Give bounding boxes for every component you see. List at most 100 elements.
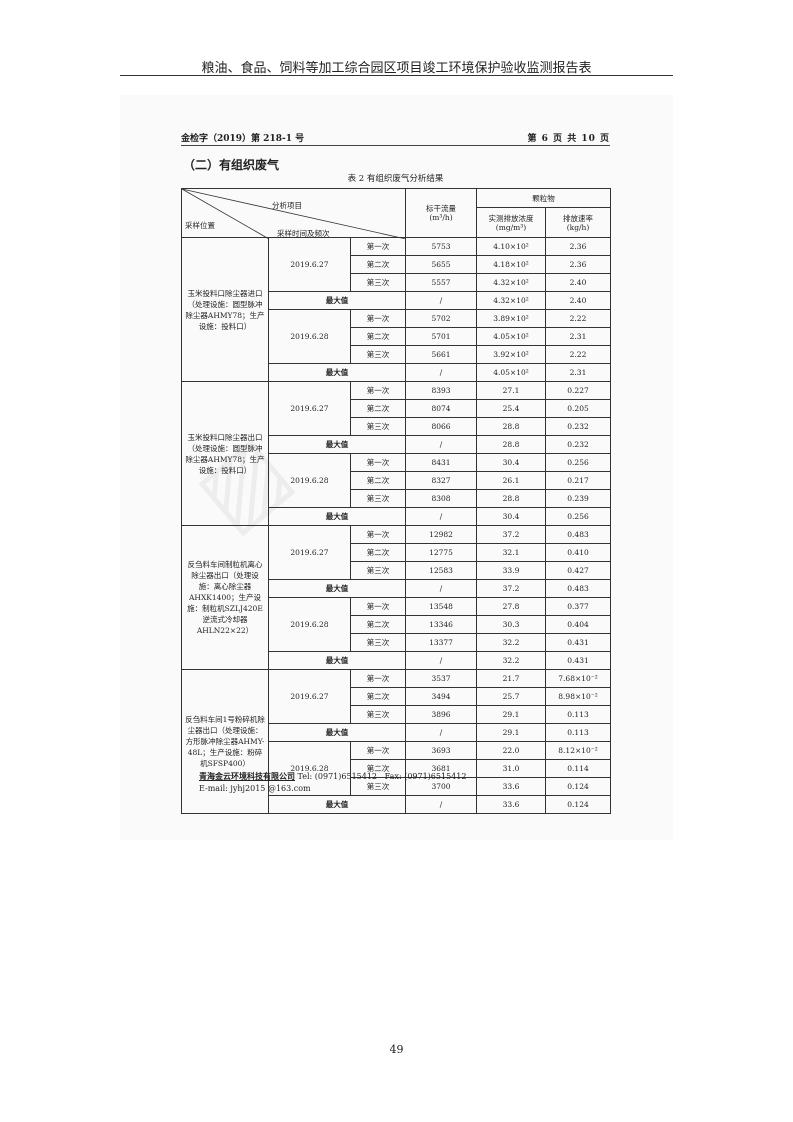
concentration-value: 4.10×10² [476,237,547,256]
page-number: 49 [389,1043,404,1056]
max-flow: / [405,579,478,598]
concentration-value: 28.8 [476,417,547,436]
sampling-count: 第二次 [349,255,407,274]
max-concentration: 4.05×10² [476,363,547,382]
rate-value: 2.22 [545,345,612,364]
max-flow: / [405,723,478,742]
flow-value: 8074 [405,399,478,418]
sampling-date: 2019.6.28 [268,453,351,508]
max-rate: 0.431 [545,651,612,670]
sampling-date: 2019.6.27 [268,669,351,724]
concentration-value: 27.8 [476,597,547,616]
concentration-value: 30.3 [476,615,547,634]
page-info: 第 6 页 共 10 页 [527,134,610,144]
max-row: 最大值/30.4 0.256 [182,507,612,526]
sampling-count: 第二次 [349,615,407,634]
telephone: Tel: (0971)6515412 [297,772,378,781]
max-flow: / [405,651,478,670]
sampling-count: 第一次 [349,669,407,688]
max-row: 最大值/4.05×10² 2.31 [182,363,612,382]
concentration-value: 4.18×10² [476,255,547,274]
table-row: 第三次 5557 4.32×10² 2.40 [182,273,612,292]
max-flow: / [405,291,478,310]
sampling-date: 2019.6.27 [268,525,351,580]
rate-value: 7.68×10⁻² [545,669,612,688]
concentration-value: 22.0 [476,741,547,760]
sampling-date: 2019.6.28 [268,597,351,652]
flow-value: 8066 [405,417,478,436]
sampling-count: 第三次 [349,345,407,364]
concentration-value: 27.1 [476,381,547,400]
sampling-count: 第一次 [349,597,407,616]
table-row: 第三次 8066 28.8 0.232 [182,417,612,436]
sampling-location: 玉米投料口除尘器出口（处理设施：圆型脉冲除尘器AHMY78；生产设施：投料口） [181,381,269,526]
flow-value: 5702 [405,309,478,328]
sampling-location-label: 采样位置 [185,221,215,230]
flow-value: 3896 [405,705,478,724]
table-row: 第二次 3494 25.7 8.98×10⁻² [182,687,612,706]
sampling-count: 第二次 [349,471,407,490]
sampling-location: 玉米投料口除尘器进口（处理设施：圆型脉冲除尘器AHMY78；生产设施：投料口） [181,237,269,382]
sampling-time-label: 采样时间及频次 [277,229,330,238]
emissions-table: 分析项目 采样位置 采样时间及频次 标干流量 (m³/h) 颗粒物 实测排放浓度(… [180,187,612,814]
table-row: 第三次 5661 3.92×10² 2.22 [182,345,612,364]
table-row: 玉米投料口除尘器出口（处理设施：圆型脉冲除尘器AHMY78；生产设施：投料口） 2… [181,381,612,526]
flow-value: 5701 [405,327,478,346]
rate-value: 0.431 [545,633,612,652]
sampling-count: 第一次 [349,453,407,472]
fax: Fax: (0971)6515412 [384,772,467,781]
table-row: 第二次 8327 26.1 0.217 [182,471,612,490]
flow-value: 13377 [405,633,478,652]
concentration-value: 33.9 [476,561,547,580]
concentration-header: 实测排放浓度 (mg/m³) [476,207,547,238]
concentration-value: 4.32×10² [476,273,547,292]
table-row: 反刍料车间1号粉碎机除尘器出口（处理设施：方形脉冲除尘器AHMY-48L；生产设… [181,669,612,814]
table-row: 第二次 8074 25.4 0.205 [182,399,612,418]
rate-value: 0.256 [545,453,612,472]
sampling-location: 反刍料车间制粒机离心除尘器出口（处理设施：离心除尘器AHXK1400；生产设施：… [181,525,269,670]
rate-value: 0.427 [545,561,612,580]
max-concentration: 33.6 [476,795,547,814]
sampling-count: 第三次 [349,417,407,436]
flow-value: 5661 [405,345,478,364]
max-flow: / [405,507,478,526]
table-row: 第三次 8308 28.8 0.239 [182,489,612,508]
document-number: 金检字（2019）第 218-1 号 [181,134,305,144]
max-concentration: 37.2 [476,579,547,598]
concentration-value: 32.2 [476,633,547,652]
rate-value: 0.483 [545,525,612,544]
sampling-count: 第二次 [349,399,407,418]
rate-value: 0.404 [545,615,612,634]
flow-value: 5753 [405,237,478,256]
flow-value: 12583 [405,561,478,580]
analysis-item-label: 分析项目 [272,201,302,210]
max-row: 最大值/28.8 0.232 [182,435,612,454]
rate-value: 0.410 [545,543,612,562]
concentration-value: 25.4 [476,399,547,418]
max-concentration: 28.8 [476,435,547,454]
flow-value: 8308 [405,489,478,508]
sampling-count: 第二次 [349,687,407,706]
max-row: 最大值/29.1 0.113 [182,723,612,742]
concentration-value: 3.89×10² [476,309,547,328]
table-row: 第三次 12583 33.9 0.427 [182,561,612,580]
sampling-date: 2019.6.27 [268,381,351,436]
flow-value: 5655 [405,255,478,274]
rate-value: 0.217 [545,471,612,490]
email: E-mail: jyhj2015 @163.com [199,784,311,793]
sampling-count: 第二次 [349,327,407,346]
concentration-value: 28.8 [476,489,547,508]
max-rate: 2.31 [545,363,612,382]
max-rate: 0.232 [545,435,612,454]
rate-value: 2.31 [545,327,612,346]
report-title: 粮油、食品、饲料等加工综合园区项目竣工环境保护验收监测报告表 [201,61,592,76]
rate-value: 2.36 [545,255,612,274]
table-row: 玉米投料口除尘器进口（处理设施：圆型脉冲除尘器AHMY78；生产设施：投料口） 2… [181,237,612,382]
table-caption: 表 2 有组织废气分析结果 [347,174,444,184]
max-label: 最大值 [267,795,407,814]
rate-value: 8.98×10⁻² [545,687,612,706]
footer: 青海金云环境科技有限公司 Tel: (0971)6515412 Fax: (09… [199,770,466,795]
max-rate: 0.256 [545,507,612,526]
concentration-value: 3.92×10² [476,345,547,364]
sampling-count: 第一次 [349,237,407,256]
